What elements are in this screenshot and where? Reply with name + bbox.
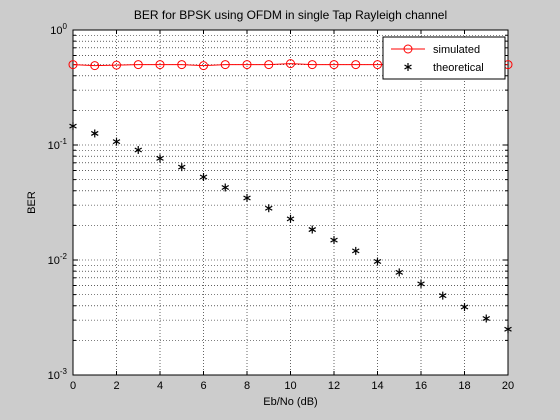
data-point-asterisk [404, 63, 412, 71]
x-tick-label: 0 [70, 380, 76, 392]
data-point-circle [90, 61, 100, 71]
data-point-asterisk [330, 236, 338, 245]
x-tick-label: 14 [371, 380, 383, 392]
x-tick-label: 2 [113, 380, 119, 392]
x-axis-label: Eb/No (dB) [263, 396, 317, 408]
data-point-asterisk [156, 154, 164, 163]
legend-entry-label: simulated [433, 44, 480, 56]
y-tick-label: 10-3 [48, 367, 68, 382]
data-point-circle [351, 60, 361, 70]
data-point-asterisk [482, 314, 491, 323]
data-point-asterisk [221, 183, 230, 192]
data-point-asterisk [134, 145, 143, 154]
data-point-asterisk [417, 279, 425, 288]
data-point-circle [133, 60, 143, 70]
data-point-circle [242, 60, 252, 70]
data-point-circle [155, 60, 165, 70]
y-axis-label: BER [26, 191, 38, 214]
x-tick-label: 16 [415, 380, 427, 392]
data-point-circle [112, 60, 121, 70]
x-tick-label: 4 [157, 380, 163, 392]
x-tick-label: 18 [458, 380, 470, 392]
data-point-asterisk [177, 163, 186, 172]
x-tick-label: 12 [328, 380, 340, 392]
data-point-asterisk [199, 172, 208, 181]
data-point-circle [220, 60, 230, 70]
legend-box [382, 36, 506, 80]
y-tick-label: 100 [50, 22, 67, 37]
data-point-circle [199, 61, 208, 71]
data-point-asterisk [69, 122, 77, 131]
data-point-asterisk [286, 214, 295, 223]
legend-entry-label: theoretical [433, 62, 484, 74]
data-point-asterisk [373, 257, 382, 266]
data-point-asterisk [264, 204, 273, 213]
data-point-circle [373, 60, 382, 70]
x-tick-label: 20 [502, 380, 514, 392]
data-point-asterisk [504, 325, 512, 334]
y-tick-label: 10-1 [48, 137, 68, 152]
x-tick-label: 8 [244, 380, 250, 392]
data-point-circle [329, 60, 339, 70]
data-point-circle [286, 59, 295, 69]
data-point-circle [264, 60, 274, 70]
x-tick-label: 6 [200, 380, 206, 392]
y-tick-label: 10-2 [48, 252, 68, 267]
data-point-asterisk [438, 291, 447, 300]
data-point-asterisk [112, 137, 121, 146]
data-point-circle [177, 60, 187, 70]
data-point-asterisk [460, 303, 469, 312]
chart-title: BER for BPSK using OFDM in single Tap Ra… [133, 8, 448, 22]
legend-marker-circle [403, 44, 413, 54]
data-point-circle [307, 60, 317, 70]
data-point-asterisk [90, 129, 99, 138]
x-tick-label: 10 [284, 380, 296, 392]
data-point-asterisk [308, 225, 317, 234]
data-point-asterisk [395, 268, 404, 277]
data-point-asterisk [243, 194, 251, 203]
data-point-circle [68, 60, 78, 70]
data-point-asterisk [351, 246, 360, 255]
